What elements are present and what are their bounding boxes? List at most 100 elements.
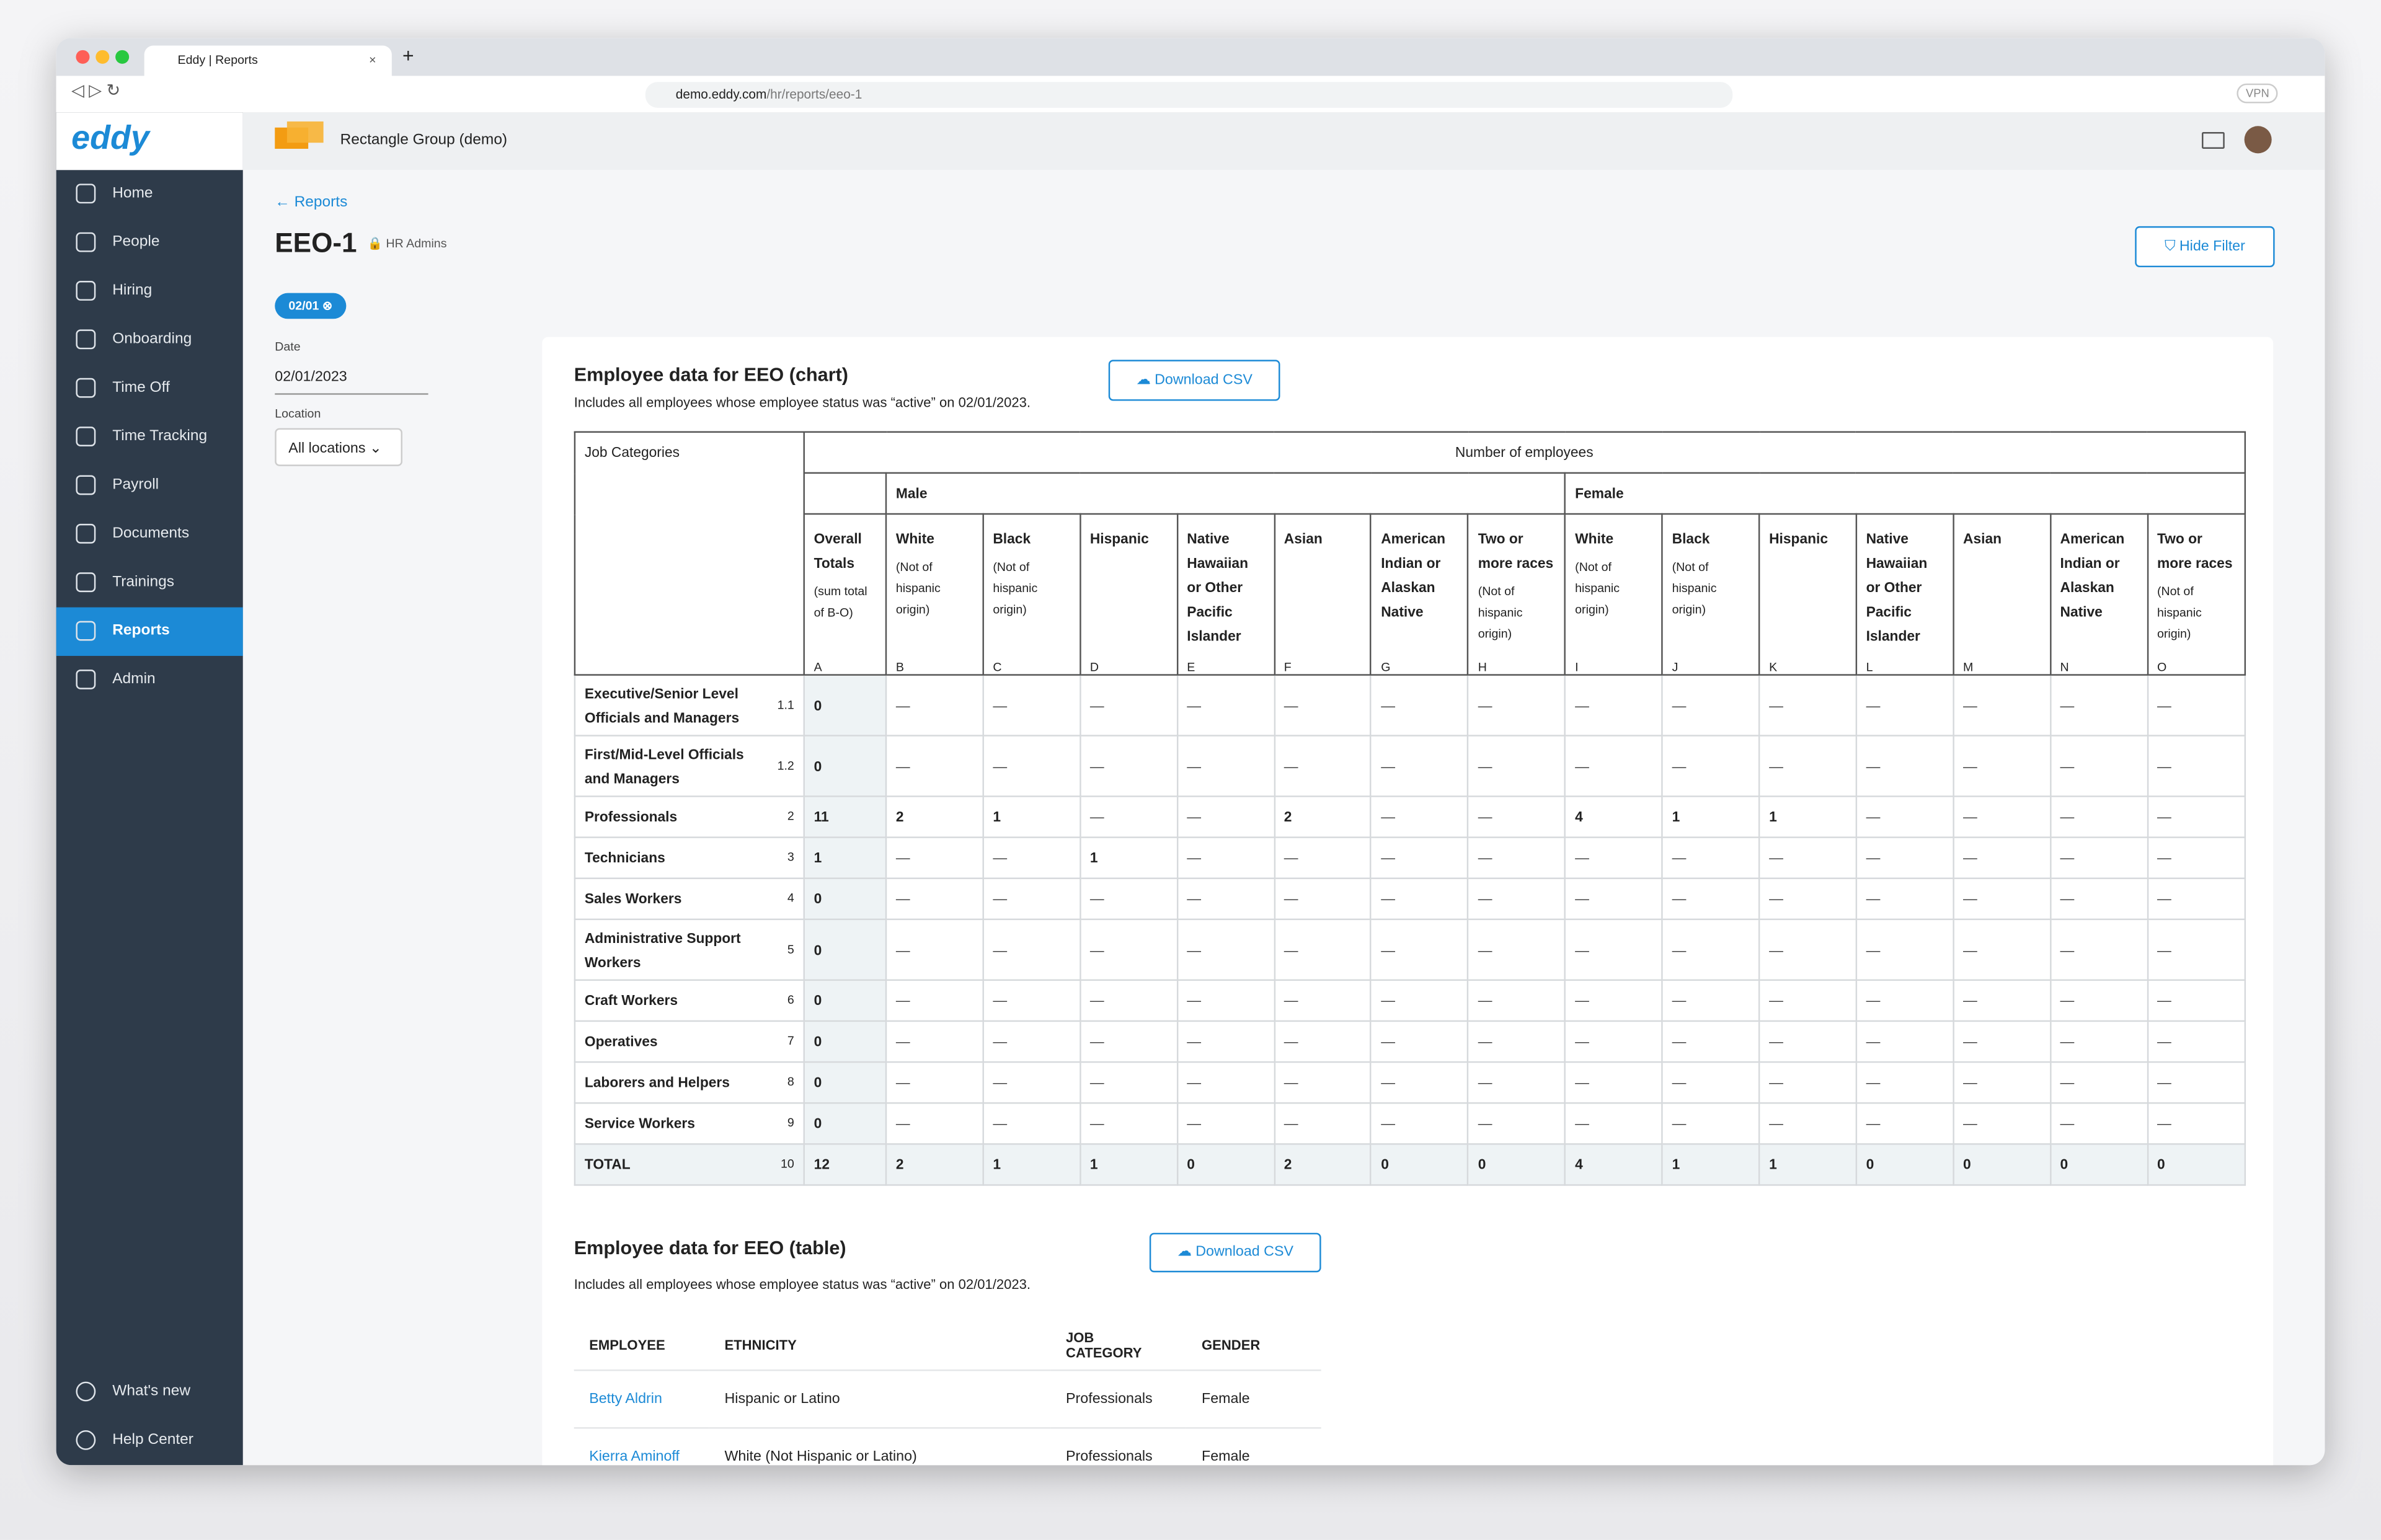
cell: Kierra Aminoff [574, 1428, 709, 1466]
column-name: Black [993, 531, 1031, 547]
logo[interactable]: eddy [71, 118, 149, 157]
count-cell: — [885, 836, 984, 879]
hide-filter-button[interactable]: ⛉ Hide Filter [2135, 226, 2275, 268]
tab-close[interactable]: × [369, 53, 376, 67]
employee-link[interactable]: Betty Aldrin [589, 1391, 662, 1408]
count-cell: — [1079, 918, 1178, 981]
column-letter: M [1963, 660, 1974, 675]
date-input[interactable]: 02/01/2023 [275, 369, 428, 395]
count-cell: — [1855, 1061, 1954, 1104]
table-head: Job Categories Number of employees Male Fem… [574, 431, 2246, 676]
data-row: Executive/Senior Level Officials and Man… [574, 674, 2246, 737]
company-name[interactable]: Rectangle Group (demo) [340, 132, 508, 149]
main-content: ← Reports EEO-1 🔒 HR Admins ⛉ Hide Filte… [242, 170, 2325, 1466]
nav-item[interactable]: Home [56, 170, 243, 218]
back-link[interactable]: ← Reports [275, 194, 348, 211]
location-value: All locations [288, 440, 366, 458]
nav-item[interactable]: Hiring [56, 267, 243, 316]
employee-table: EMPLOYEE ETHNICITY JOB CATEGORY GENDER Betty… [574, 1321, 1321, 1466]
download-csv-table[interactable]: ☁ Download CSV [1149, 1232, 1321, 1273]
employee-row: Kierra Aminoff White (Not Hispanic or Lat… [574, 1428, 1321, 1466]
count-cell: — [1467, 979, 1566, 1022]
count-cell: — [1370, 735, 1470, 797]
count-cell: — [2049, 735, 2148, 797]
nav-label: Time Tracking [112, 428, 208, 445]
count-cell: — [885, 979, 984, 1022]
location-select[interactable]: All locations ⌄ [275, 428, 402, 466]
url-path: /hr/reports/eeo-1 [766, 86, 862, 102]
column-letter: B [895, 660, 904, 675]
column-name: Asian [1963, 531, 2002, 547]
row-name: Executive/Senior Level Officials and Man… [584, 685, 740, 725]
nav-footer-item[interactable]: What's new [56, 1368, 243, 1417]
url-host: demo.eddy.com [675, 86, 767, 102]
column-header-box: Black (Not of hispanic origin) J [1672, 527, 1750, 674]
filter-chip-text: 02/01 [288, 299, 319, 313]
address-bar[interactable]: demo.eddy.com/hr/reports/eeo-1 [645, 82, 1733, 108]
nav-item[interactable]: Time Tracking [56, 413, 243, 461]
column-header: Two or more races (Not of hispanic origin… [1467, 513, 1566, 676]
table-body: Betty Aldrin Hispanic or Latino Profession… [574, 1370, 1321, 1466]
close-dot[interactable] [76, 50, 90, 64]
nav-item[interactable]: Admin [56, 656, 243, 704]
nav-footer-item[interactable]: Help Center [56, 1417, 243, 1465]
nav-item[interactable]: People [56, 219, 243, 267]
nav-item[interactable]: Trainings [56, 559, 243, 607]
count-cell: 1 [982, 1143, 1081, 1186]
zoom-dot[interactable] [115, 50, 130, 64]
count-cell: — [885, 735, 984, 797]
count-cell: 0 [1855, 1143, 1954, 1186]
count-cell: — [1952, 918, 2051, 981]
nav-icon [76, 378, 96, 398]
row-name: Administrative Support Workers [584, 930, 741, 970]
report-card: Employee data for EEO (chart) Includes a… [542, 337, 2274, 1466]
row-header: Administrative Support Workers 5 [574, 918, 805, 981]
nav-label: What's new [112, 1383, 191, 1400]
filter-chip[interactable]: 02/01 ⊗ [275, 293, 347, 319]
count-cell: — [2049, 1020, 2148, 1063]
count-cell: 4 [1564, 1143, 1663, 1186]
count-cell: — [2049, 1102, 2148, 1145]
avatar[interactable] [2244, 126, 2272, 154]
minimize-dot[interactable] [95, 50, 110, 64]
data-row: Technicians 3 1— —1— — — — — — — — — — — [574, 836, 2246, 879]
mail-icon[interactable] [2202, 132, 2225, 149]
column-header: Black (Not of hispanic origin) J [1661, 513, 1760, 676]
row-header-box: Craft Workers 6 [585, 988, 794, 1012]
vpn-badge[interactable]: VPN [2237, 83, 2279, 104]
nav-label: Time Off [112, 379, 170, 397]
column-header-box: Native Hawaiian or Other Pacific Islande… [1187, 527, 1264, 675]
download-csv-chart[interactable]: ☁ Download CSV [1108, 360, 1280, 401]
employee-link[interactable]: Kierra Aminoff [589, 1448, 680, 1466]
download-text: Download CSV [1195, 1243, 1293, 1260]
column-letter: N [2060, 660, 2069, 675]
count-cell: — [1370, 674, 1470, 737]
head-row: Male Female [575, 472, 2246, 515]
table-title: Employee data for EEO (table) [574, 1237, 846, 1259]
count-cell: — [1176, 795, 1275, 838]
nav-item[interactable]: Time Off [56, 365, 243, 413]
count-cell: — [1273, 1061, 1372, 1104]
browser-tab[interactable]: Eddy | Reports × [144, 45, 392, 76]
column-header: EMPLOYEE [574, 1321, 709, 1371]
nav-icon [76, 475, 96, 495]
count-cell: — [1564, 1061, 1663, 1104]
count-cell: — [1855, 877, 1954, 921]
nav-item[interactable]: Onboarding [56, 316, 243, 364]
nav-buttons[interactable]: ◁ ▷ ↻ [71, 82, 121, 100]
column-letter: E [1187, 660, 1195, 675]
new-tab[interactable]: + [402, 44, 414, 67]
download-text: Download CSV [1155, 372, 1253, 389]
nav-item[interactable]: Payroll [56, 461, 243, 510]
count-cell: — [1370, 1061, 1470, 1104]
count-cell: — [1176, 836, 1275, 879]
nav-item[interactable]: Documents [56, 510, 243, 559]
table-body: Executive/Senior Level Officials and Man… [574, 674, 2246, 1186]
cell: Female [1186, 1370, 1321, 1429]
count-cell: — [1564, 735, 1663, 797]
data-row: Operatives 7 0— — — — — — — — — — — — — — [574, 1020, 2246, 1063]
row-header: Laborers and Helpers 8 [574, 1061, 805, 1104]
column-letter: F [1284, 660, 1292, 675]
nav-item[interactable]: Reports [56, 607, 243, 656]
